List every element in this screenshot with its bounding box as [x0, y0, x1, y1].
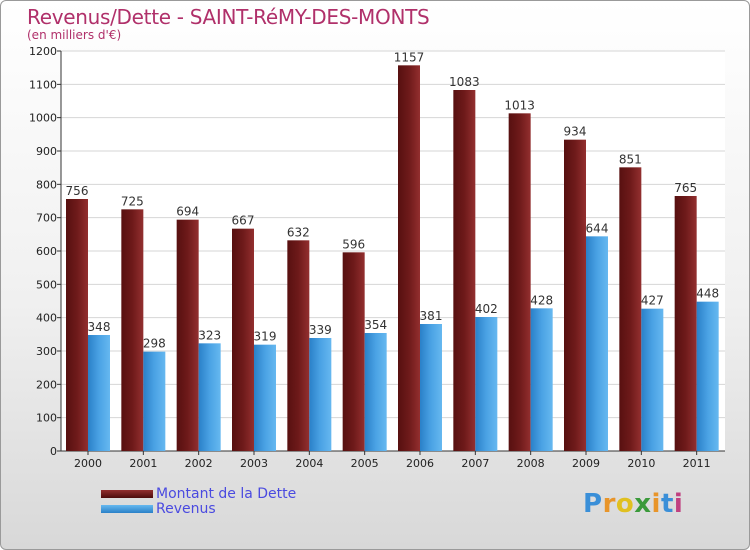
data-label-revenus: 381 — [420, 309, 443, 323]
data-label-revenus: 339 — [309, 323, 332, 337]
x-tick-label: 2010 — [627, 457, 655, 470]
logo-letter: x — [634, 489, 652, 519]
data-label-dette: 667 — [232, 214, 255, 228]
data-label-revenus: 298 — [143, 337, 166, 351]
bar-dette — [398, 65, 420, 451]
data-label-dette: 1083 — [449, 75, 480, 89]
x-tick-label: 2000 — [74, 457, 102, 470]
data-label-dette: 934 — [564, 125, 587, 139]
bar-dette — [176, 219, 199, 451]
bar-revenus — [254, 344, 276, 451]
x-tick-label: 2001 — [129, 457, 157, 470]
x-tick-label: 2006 — [406, 457, 434, 470]
bar-revenus — [641, 308, 664, 451]
data-label-revenus: 354 — [364, 318, 387, 332]
bar-dette — [66, 199, 88, 451]
bar-revenus — [198, 343, 221, 451]
data-label-revenus: 448 — [696, 287, 719, 301]
data-label-dette: 725 — [121, 194, 144, 208]
bar-dette — [674, 196, 697, 451]
bar-revenus — [420, 324, 442, 451]
x-tick-label: 2002 — [185, 457, 213, 470]
y-tick-label: 600 — [36, 245, 57, 258]
bar-revenus — [696, 301, 719, 451]
chart-subtitle: (en milliers d'€) — [27, 28, 122, 42]
y-tick-label: 100 — [36, 412, 57, 425]
logo-letter: o — [615, 489, 635, 519]
y-tick-label: 0 — [50, 445, 57, 458]
x-tick-label: 2007 — [461, 457, 489, 470]
proxiti-logo: Proxiti — [583, 489, 683, 519]
x-tick-label: 2009 — [572, 457, 600, 470]
logo-letter: i — [673, 489, 684, 519]
x-tick-label: 2005 — [351, 457, 379, 470]
data-label-revenus: 348 — [88, 320, 111, 334]
data-label-dette: 1013 — [504, 98, 535, 112]
bar-revenus — [530, 308, 553, 451]
y-tick-label: 700 — [36, 212, 57, 225]
data-label-revenus: 427 — [641, 294, 664, 308]
data-label-dette: 694 — [176, 205, 199, 219]
logo-letter: t — [660, 489, 674, 519]
legend-label-revenus: Revenus — [156, 501, 216, 517]
data-label-dette: 756 — [66, 184, 89, 198]
data-label-revenus: 428 — [530, 293, 553, 307]
bar-revenus — [364, 333, 387, 451]
bar-dette — [619, 167, 642, 452]
bar-dette — [342, 252, 365, 451]
logo-letter: i — [651, 489, 661, 519]
bar-dette — [508, 113, 531, 451]
bar-dette — [564, 139, 586, 451]
y-tick-label: 500 — [36, 278, 57, 291]
y-tick-label: 1000 — [29, 112, 57, 125]
x-tick-label: 2008 — [517, 457, 545, 470]
y-tick-label: 400 — [36, 312, 57, 325]
bar-dette — [121, 209, 144, 451]
x-tick-label: 2004 — [295, 457, 323, 470]
data-label-dette: 632 — [287, 225, 310, 239]
data-label-revenus: 644 — [586, 221, 609, 235]
y-tick-label: 1200 — [29, 45, 57, 58]
logo-letter: P — [583, 489, 603, 519]
x-tick-label: 2003 — [240, 457, 268, 470]
data-label-revenus: 402 — [475, 302, 498, 316]
bar-dette — [287, 240, 310, 451]
y-tick-label: 800 — [36, 178, 57, 191]
legend-label-dette: Montant de la Dette — [156, 486, 297, 502]
data-label-dette: 1157 — [394, 50, 425, 64]
bar-revenus — [309, 338, 332, 451]
bar-dette — [453, 90, 476, 451]
bar-revenus — [88, 335, 110, 451]
data-label-dette: 765 — [674, 181, 697, 195]
data-label-dette: 851 — [619, 152, 642, 166]
y-tick-label: 1100 — [29, 78, 57, 91]
data-label-revenus: 319 — [254, 330, 277, 344]
logo-letter: r — [602, 489, 616, 519]
chart-title: Revenus/Dette - SAINT-RéMY-DES-MONTS — [27, 5, 430, 29]
y-tick-label: 300 — [36, 345, 57, 358]
data-label-revenus: 323 — [198, 328, 221, 342]
bar-revenus — [143, 351, 166, 451]
x-tick-label: 2011 — [683, 457, 711, 470]
data-label-dette: 596 — [342, 237, 365, 251]
y-tick-label: 900 — [36, 145, 57, 158]
legend-swatch-dette — [101, 490, 153, 498]
bar-revenus — [475, 317, 498, 451]
legend-swatch-revenus — [101, 505, 153, 513]
bar-revenus — [586, 236, 608, 451]
bar-dette — [232, 228, 254, 451]
y-tick-label: 200 — [36, 378, 57, 391]
